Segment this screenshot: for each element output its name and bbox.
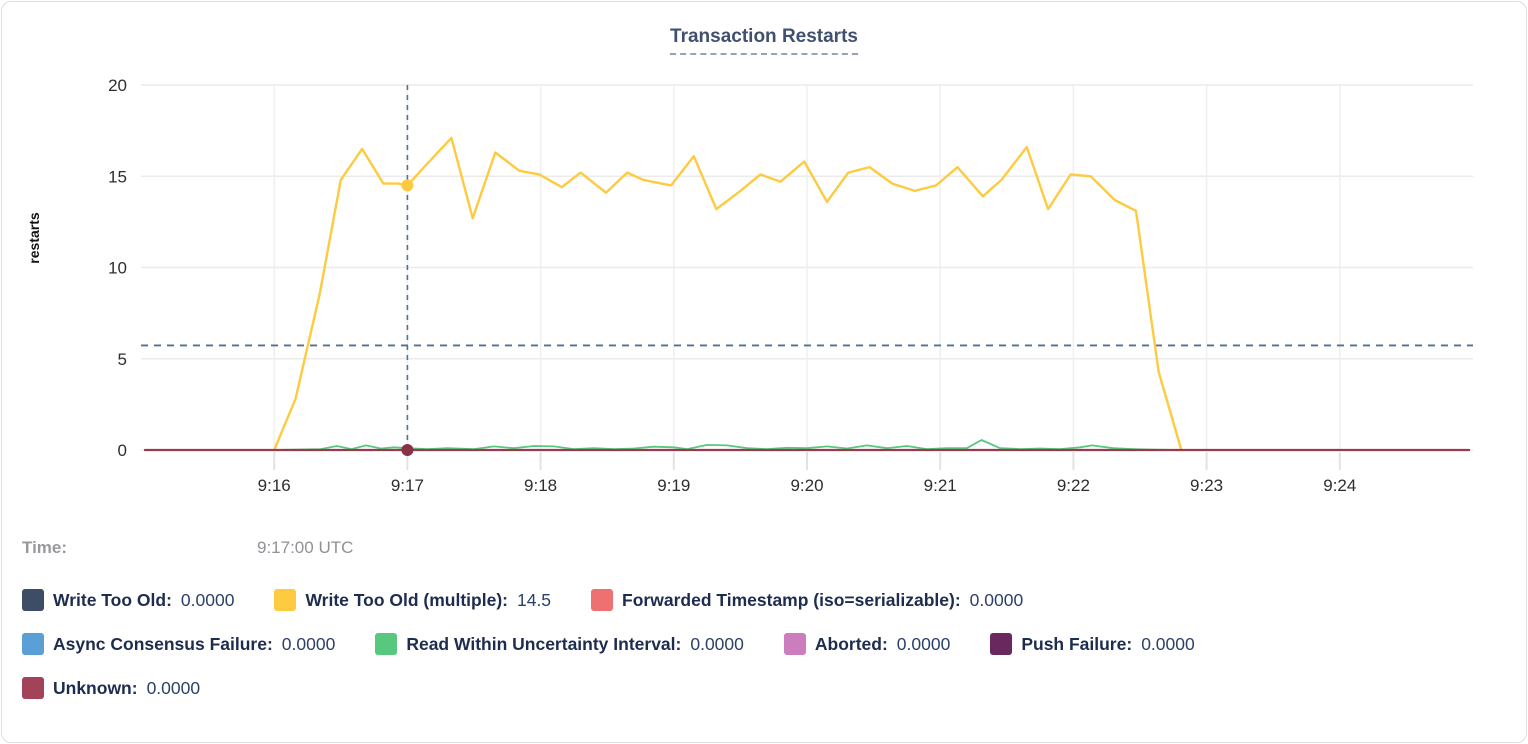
x-tick-label: 9:20 <box>790 476 823 495</box>
y-tick-label: 10 <box>108 259 127 278</box>
legend-value: 0.0000 <box>146 677 201 698</box>
legend-value: 0.0000 <box>896 633 951 654</box>
legend-row: Async Consensus Failure: 0.0000 Read Withi… <box>22 632 1514 656</box>
legend-row: Write Too Old: 0.0000 Write Too Old (multi… <box>22 588 1514 612</box>
legend-item-aborted: Aborted: 0.0000 <box>783 633 951 655</box>
legend-value: 14.5 <box>516 589 552 610</box>
x-tick-label: 9:17 <box>391 476 424 495</box>
legend-item-read-within-uncertainty-interval: Read Within Uncertainty Interval: 0.0000 <box>375 633 744 655</box>
legend: Write Too Old: 0.0000 Write Too Old (multi… <box>22 588 1514 720</box>
legend-label: Write Too Old: <box>53 589 172 610</box>
legend-swatch-read-within-uncertainty-interval <box>375 633 398 655</box>
legend-label: Aborted: <box>814 633 888 654</box>
legend-item-write-too-old-multiple: Write Too Old (multiple): 14.5 <box>274 589 551 611</box>
legend-row: Unknown: 0.0000 <box>22 676 1514 700</box>
x-tick-label: 9:22 <box>1057 476 1090 495</box>
legend-swatch-unknown <box>22 677 44 699</box>
y-tick-label: 0 <box>118 441 127 460</box>
y-tick-label: 15 <box>108 167 127 186</box>
legend-swatch-push-failure <box>990 633 1013 655</box>
legend-label: Push Failure: <box>1021 633 1133 654</box>
time-value: 9:17:00 UTC <box>257 538 354 557</box>
x-tick-label: 9:19 <box>657 476 690 495</box>
legend-value: 0.0000 <box>180 589 235 610</box>
legend-label: Async Consensus Failure: <box>53 633 273 654</box>
legend-value: 0.0000 <box>690 633 744 654</box>
chart-title[interactable]: Transaction Restarts <box>670 26 858 55</box>
chart-header: Transaction Restarts <box>2 26 1526 55</box>
legend-label: Write Too Old (multiple): <box>305 589 508 610</box>
legend-label: Read Within Uncertainty Interval: <box>406 633 682 654</box>
hover-dot-write-too-old-multiple- <box>401 179 414 192</box>
legend-item-write-too-old: Write Too Old: 0.0000 <box>22 589 234 611</box>
y-tick-label: 20 <box>108 76 127 95</box>
x-tick-label: 9:23 <box>1190 476 1223 495</box>
x-tick-label: 9:18 <box>524 476 557 495</box>
x-tick-label: 9:16 <box>258 476 291 495</box>
y-tick-label: 5 <box>118 350 127 369</box>
time-label: Time: <box>22 538 68 557</box>
hover-time-row: Time: 9:17:00 UTC <box>2 538 1526 562</box>
legend-item-async-consensus-failure: Async Consensus Failure: 0.0000 <box>22 633 335 655</box>
legend-item-unknown: Unknown: 0.0000 <box>22 677 200 699</box>
legend-label: Forwarded Timestamp (iso=serializable): <box>622 589 961 610</box>
legend-label: Unknown: <box>53 677 138 698</box>
legend-value: 0.0000 <box>1141 633 1195 654</box>
x-tick-label: 9:24 <box>1323 476 1356 495</box>
legend-swatch-write-too-old <box>22 589 44 611</box>
hover-dot-unknown <box>401 444 414 456</box>
legend-swatch-async-consensus-failure <box>22 633 44 655</box>
legend-swatch-write-too-old-multiple <box>274 589 297 611</box>
legend-item-push-failure: Push Failure: 0.0000 <box>990 633 1195 655</box>
legend-item-forwarded-timestamp: Forwarded Timestamp (iso=serializable): 0… <box>591 589 1023 611</box>
transaction-restarts-chart[interactable]: 0 5 10 15 20 9:16 9:17 9:18 9:19 9:20 9:21 9:22 9:23… <box>2 2 1528 522</box>
x-tick-label: 9:21 <box>924 476 957 495</box>
legend-swatch-forwarded-timestamp <box>591 589 614 611</box>
legend-value: 0.0000 <box>281 633 336 654</box>
legend-value: 0.0000 <box>969 589 1024 610</box>
legend-swatch-aborted <box>783 633 806 655</box>
